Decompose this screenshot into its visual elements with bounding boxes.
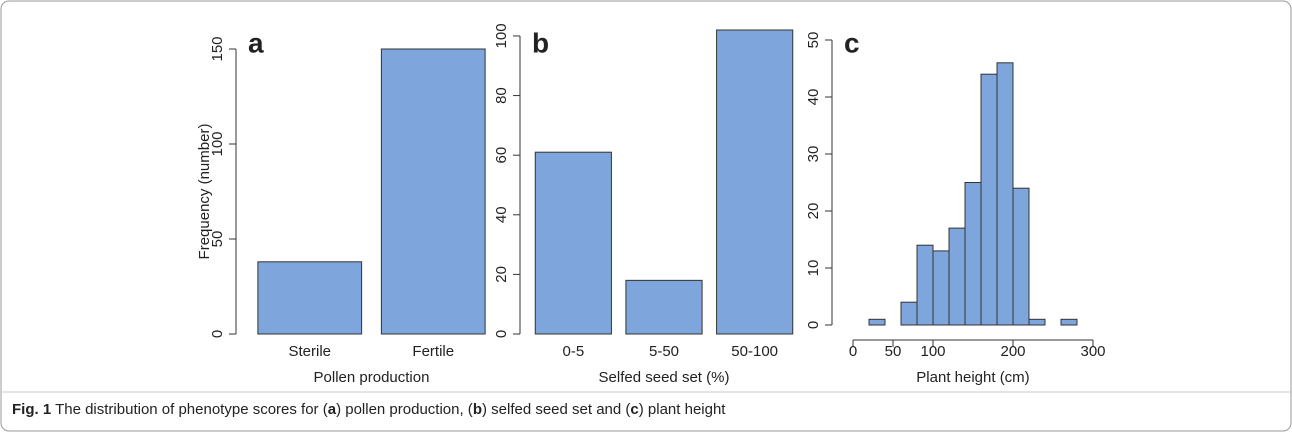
x-tick-label: Sterile [288, 343, 331, 360]
bar [380, 48, 486, 335]
histogram-bar [932, 250, 950, 326]
bar [534, 151, 612, 335]
histogram-bar [916, 244, 934, 326]
bar [625, 279, 703, 335]
y-tick-label: 100 [493, 23, 510, 48]
panel-label: b [532, 27, 549, 58]
x-axis-title: Selfed seed set (%) [599, 369, 730, 386]
caption-part: b [473, 401, 482, 418]
y-tick-label: 0 [805, 321, 822, 329]
x-tick-label: 50 [885, 343, 902, 360]
y-tick-label: 10 [805, 260, 822, 277]
bar [716, 29, 794, 335]
y-tick-label: 60 [493, 147, 510, 164]
caption-part: ) selfed seed set and ( [482, 401, 630, 418]
y-tick-label: 0 [493, 330, 510, 338]
x-axis-title: Plant height (cm) [916, 369, 1029, 386]
y-tick-label: 20 [493, 266, 510, 283]
histogram-bar [1028, 318, 1046, 326]
y-tick-label: 40 [805, 89, 822, 106]
histogram-bar [868, 318, 886, 326]
y-tick-label: 80 [493, 87, 510, 104]
x-tick-label: 200 [1000, 343, 1025, 360]
caption: Fig. 1 The distribution of phenotype sco… [12, 401, 726, 418]
y-tick-label: 100 [209, 131, 226, 156]
y-tick-label: 50 [209, 231, 226, 248]
x-tick-label: 0 [849, 343, 857, 360]
histogram-bar [964, 182, 982, 326]
y-tick-label: 40 [493, 206, 510, 223]
y-axis-title: Frequency (number) [196, 124, 213, 260]
caption-part: c [630, 401, 638, 418]
caption-part: ) plant height [639, 401, 727, 418]
x-tick-label: 50-100 [731, 343, 778, 360]
x-axis-title: Pollen production [314, 369, 430, 386]
histogram-bar [980, 73, 998, 326]
histogram-bar [948, 227, 966, 326]
caption-part: a [328, 401, 337, 418]
y-tick-label: 30 [805, 146, 822, 163]
caption-part: Fig. 1 [12, 401, 51, 418]
histogram-bar [900, 301, 918, 326]
panel-label: c [844, 27, 860, 58]
x-tick-label: 100 [920, 343, 945, 360]
y-tick-label: 150 [209, 36, 226, 61]
x-tick-label: 300 [1080, 343, 1105, 360]
histogram-bar [996, 62, 1014, 326]
y-tick-label: 20 [805, 203, 822, 220]
x-tick-label: Fertile [412, 343, 454, 360]
x-tick-label: 5-50 [649, 343, 679, 360]
histogram-bar [1012, 187, 1030, 326]
y-tick-label: 0 [209, 330, 226, 338]
histogram-bar [1060, 318, 1078, 326]
bar [257, 261, 363, 335]
caption-part: The distribution of phenotype scores for… [51, 401, 328, 418]
x-tick-label: 0-5 [562, 343, 584, 360]
caption-part: ) pollen production, ( [336, 401, 473, 418]
y-tick-label: 50 [805, 32, 822, 49]
panel-label: a [248, 27, 264, 58]
